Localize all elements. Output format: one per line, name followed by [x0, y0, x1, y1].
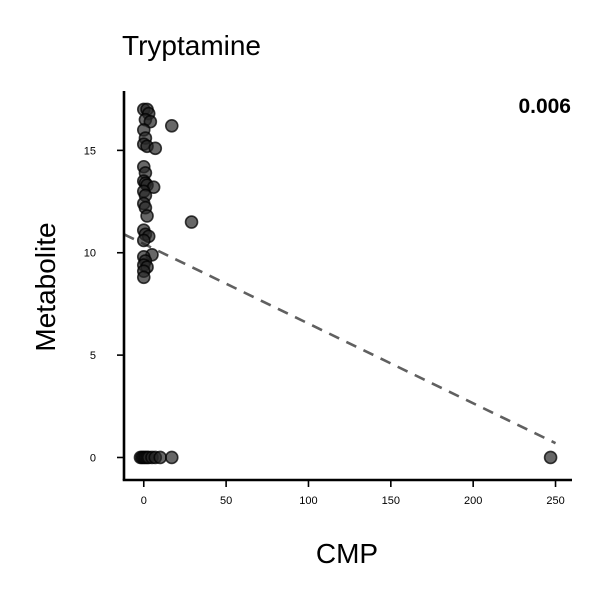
y-tick-label: 15 — [84, 145, 96, 157]
x-tick-label: 150 — [382, 495, 400, 507]
y-tick-label: 5 — [90, 350, 96, 362]
data-point — [543, 450, 558, 465]
trend-line — [123, 233, 557, 445]
data-point — [136, 233, 151, 248]
data-point — [153, 450, 168, 465]
x-tick-label: 50 — [220, 495, 232, 507]
data-point — [140, 209, 154, 223]
data-point — [164, 450, 179, 465]
x-tick-label: 200 — [464, 495, 482, 507]
chart-title: Tryptamine — [122, 30, 261, 61]
x-tick-label: 100 — [299, 495, 317, 507]
x-tick-label: 250 — [546, 495, 564, 507]
correlation-annotation: 0.006 — [518, 95, 571, 118]
y-tick-label: 0 — [90, 452, 96, 464]
x-axis-title: CMP — [316, 538, 378, 569]
x-tick-label: 0 — [141, 495, 147, 507]
data-points — [133, 102, 558, 465]
data-point — [148, 141, 163, 156]
y-axis-title: Metabolite — [30, 222, 61, 351]
data-point — [136, 270, 151, 285]
data-point — [184, 215, 199, 229]
y-tick-label: 10 — [84, 248, 96, 260]
data-point — [164, 119, 179, 133]
axis-ticks: 0 50 100 150 200 250 0 5 10 15 — [84, 145, 565, 507]
